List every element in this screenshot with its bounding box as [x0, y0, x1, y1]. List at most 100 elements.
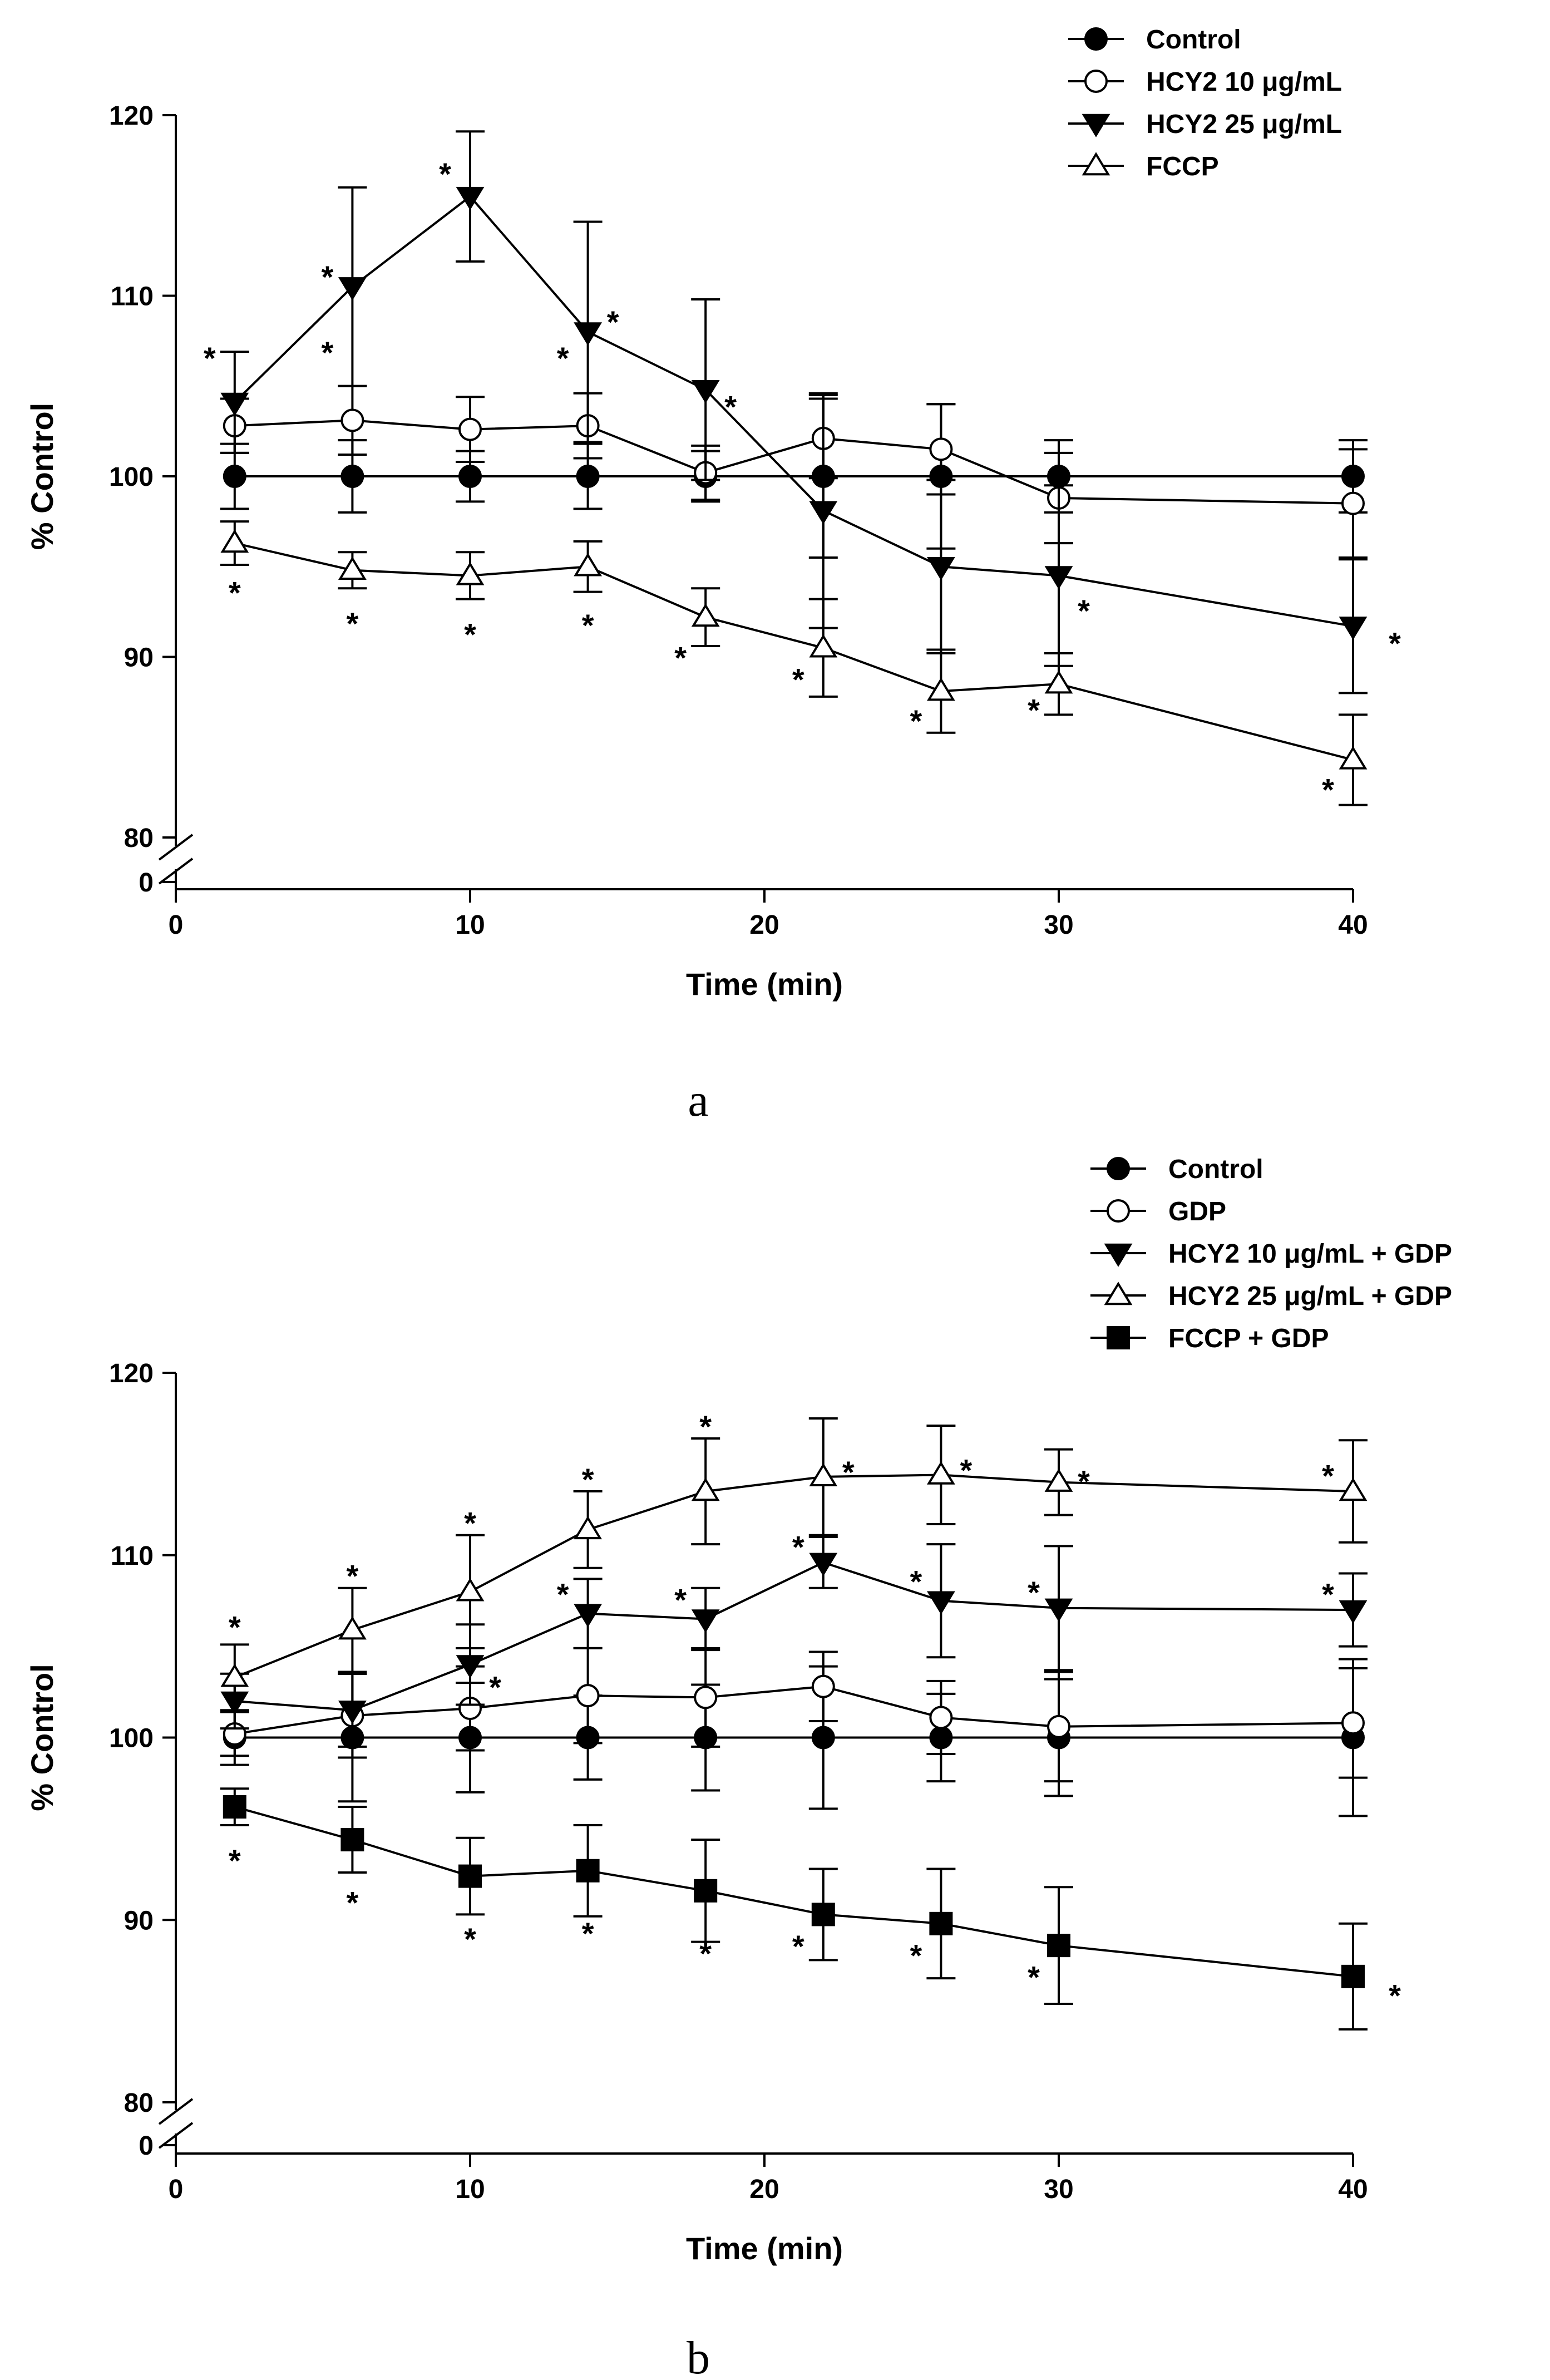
significance-star: *: [792, 1929, 804, 1964]
significance-star: *: [204, 341, 216, 376]
legend-item: HCY2 25 μg/mL: [1068, 110, 1342, 139]
significance-star: *: [229, 1843, 241, 1878]
significance-star: *: [347, 1559, 359, 1594]
y-tick-label: 80: [124, 2088, 154, 2118]
data-point: [456, 1578, 485, 1602]
data-point: [338, 1616, 367, 1640]
data-point: [691, 1477, 720, 1501]
y-axis-label: % Control: [24, 403, 60, 550]
data-point: [1044, 1468, 1073, 1492]
y-tick-label-break: 0: [139, 868, 154, 898]
significance-star: *: [557, 1576, 569, 1612]
data-point: [340, 465, 364, 488]
significance-star: *: [347, 1885, 359, 1920]
significance-star: *: [1028, 693, 1040, 728]
data-point: [927, 677, 955, 701]
data-point: [927, 1591, 955, 1615]
data-point: [574, 1604, 602, 1628]
data-point: [574, 553, 602, 576]
data-point: [811, 1726, 835, 1750]
y-tick-label: 80: [124, 824, 154, 853]
axis-break-mark: [158, 858, 194, 885]
data-point: [574, 322, 602, 346]
significance-star: *: [464, 1506, 476, 1541]
significance-star: *: [1322, 1576, 1334, 1612]
panel-label: a: [688, 1075, 708, 1126]
chart-panel-b: 80 90 100 110 120 00 10 20 30 40 Time (min) % Contr…: [24, 1155, 1452, 2380]
significance-star: *: [464, 1921, 476, 1957]
legend-marker: [1107, 1199, 1130, 1223]
data-point: [691, 603, 720, 627]
axes: 80 90 100 110 120 00 10 20 30 40: [109, 1359, 1368, 2204]
data-point: [574, 1516, 602, 1540]
data-point: [340, 408, 364, 432]
data-point: [927, 557, 955, 581]
data-point: [811, 1903, 835, 1926]
y-tick-label: 90: [124, 643, 154, 673]
y-tick-label: 120: [109, 101, 154, 131]
data-point: [223, 1795, 246, 1819]
data-point: [694, 1879, 718, 1903]
legend-label: HCY2 10 μg/mL: [1146, 67, 1342, 97]
data-point: [458, 417, 482, 441]
legend-marker: [1107, 1157, 1130, 1180]
data-point: [456, 1655, 485, 1679]
chart-panel-a: 80 90 100 110 120 00 10 20 30 40 Time (min) % Contr…: [24, 25, 1401, 1126]
significance-star: *: [582, 608, 594, 643]
data-point: [576, 1859, 600, 1883]
data-point: [220, 1663, 249, 1687]
legend-item: HCY2 25 μg/mL + GDP: [1090, 1282, 1452, 1311]
data-point: [1339, 1600, 1368, 1624]
data-point: [1047, 1934, 1070, 1958]
data-point: [694, 1686, 718, 1709]
legend-item: Control: [1090, 1155, 1263, 1184]
data-point: [456, 561, 485, 585]
data-point: [1341, 1711, 1365, 1735]
legend-label: Control: [1146, 25, 1241, 55]
axis-break-mark: [158, 2098, 194, 2125]
data-point: [809, 501, 838, 525]
x-tick-label: 10: [455, 2175, 485, 2204]
data-point: [338, 556, 367, 580]
y-tick-label: 90: [124, 1906, 154, 1935]
y-tick-label: 110: [111, 1541, 154, 1571]
legend-label: Control: [1168, 1155, 1263, 1184]
significance-star: *: [322, 335, 334, 370]
y-tick-label: 100: [109, 462, 154, 492]
data-point: [223, 465, 246, 488]
data-point: [1047, 1714, 1070, 1738]
data-point: [1044, 566, 1073, 590]
legend-marker: [1084, 27, 1108, 51]
axis-break-mark: [158, 2122, 194, 2149]
legend-marker: [1107, 1326, 1130, 1349]
significance-star: *: [464, 617, 476, 652]
legend-marker: [1082, 114, 1110, 137]
significance-star: *: [322, 259, 334, 294]
legend-item: Control: [1068, 25, 1241, 55]
legend-marker: [1084, 70, 1108, 93]
x-axis-label: Time (min): [686, 2231, 843, 2266]
data-point: [456, 186, 485, 210]
significance-star: *: [674, 640, 687, 676]
significance-star: *: [1322, 772, 1334, 807]
data-point: [929, 1706, 953, 1729]
significance-star: *: [910, 1938, 922, 1973]
data-point: [1339, 1477, 1368, 1501]
series-3: * * * * * * * * *: [220, 520, 1368, 807]
significance-star: *: [842, 1455, 855, 1490]
significance-star: *: [792, 1529, 804, 1564]
y-axis-label: % Control: [24, 1664, 60, 1811]
legend-item: HCY2 10 μg/mL: [1068, 67, 1342, 97]
series-3: * * * * * * * * *: [220, 1409, 1368, 1712]
legend-label: FCCP + GDP: [1168, 1324, 1329, 1353]
data-point: [338, 1701, 367, 1724]
legend-label: FCCP: [1146, 152, 1219, 181]
significance-star: *: [229, 1609, 241, 1644]
significance-star: *: [699, 1409, 712, 1444]
y-tick-label: 110: [111, 282, 154, 312]
data-point: [691, 1609, 720, 1633]
significance-star: *: [439, 156, 451, 191]
significance-star: *: [582, 1462, 594, 1497]
data-point: [1339, 746, 1368, 770]
